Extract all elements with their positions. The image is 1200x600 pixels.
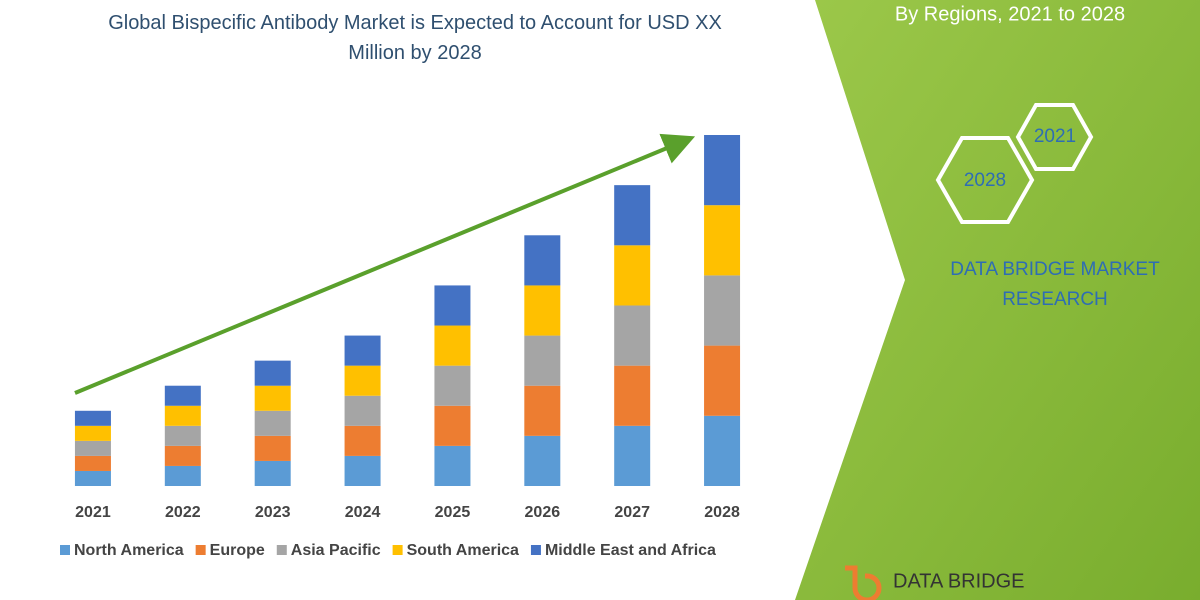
bar-segment: [344, 455, 381, 486]
legend-label: Middle East and Africa: [545, 542, 716, 559]
legend-label: South America: [407, 542, 519, 559]
hexagon: [935, 136, 1035, 224]
bar-segment: [74, 425, 111, 441]
bar-segment: [614, 245, 651, 306]
bar-segment: [164, 465, 201, 486]
bar-segment: [434, 365, 471, 406]
x-tick-label: 2025: [435, 504, 471, 521]
bar-segment: [704, 345, 741, 416]
x-tick-label: 2026: [525, 504, 561, 521]
legend-label: North America: [74, 542, 184, 559]
x-tick-label: 2028: [704, 504, 740, 521]
bar-segment: [704, 135, 741, 206]
bar-segment: [704, 205, 741, 276]
legend-label: Europe: [210, 542, 265, 559]
legend-swatch: [195, 545, 206, 555]
bar-segment: [704, 275, 741, 346]
legend-label: Asia Pacific: [291, 542, 381, 559]
logo-text: DATA BRIDGE: [893, 570, 1025, 592]
bar-segment: [254, 460, 291, 486]
x-tick-label: 2021: [75, 504, 111, 521]
bar-segment: [614, 425, 651, 486]
bar-segment: [344, 335, 381, 366]
hexagon: [1015, 103, 1094, 171]
bar-segment: [524, 235, 561, 286]
trend-arrow: [74, 133, 696, 395]
bar-segment: [524, 435, 561, 486]
x-tick-label: 2022: [165, 504, 201, 521]
legend-swatch: [392, 545, 403, 555]
x-tick-label: 2024: [345, 504, 381, 521]
bar-segment: [74, 410, 111, 426]
bar-segment: [344, 395, 381, 426]
bar-segment: [164, 425, 201, 446]
bar-segment: [524, 285, 561, 336]
x-tick-label: 2027: [614, 504, 650, 521]
bar-segment: [74, 470, 111, 486]
brand-text: DATA BRIDGE MARKET RESEARCH: [950, 259, 1160, 310]
legend-swatch: [60, 545, 70, 555]
hexagon-label: 2028: [964, 170, 1006, 191]
x-tick-label: 2023: [255, 504, 291, 521]
bar-segment: [164, 405, 201, 426]
bar-segment: [164, 385, 201, 406]
bar-segment: [524, 335, 561, 386]
bar-segment: [434, 445, 471, 486]
bar-segment: [704, 415, 741, 486]
chart-title: Global Bispecific Antibody Market is Exp…: [108, 12, 722, 64]
bar-segment: [434, 405, 471, 446]
bar-segment: [254, 385, 291, 411]
bar-segment: [614, 185, 651, 246]
legend-swatch: [530, 545, 541, 555]
bar-segment: [344, 365, 381, 396]
bar-segment: [614, 365, 651, 426]
bar-segment: [344, 425, 381, 456]
bar-segment: [524, 385, 561, 436]
bar-segment: [74, 440, 111, 456]
bar-segment: [434, 285, 471, 326]
bar-segment: [164, 445, 201, 466]
green-panel: [795, 0, 1200, 600]
logo-icon: [845, 565, 882, 600]
bar-segment: [254, 360, 291, 386]
bar-segment: [74, 455, 111, 471]
subtitle: By Regions, 2021 to 2028: [895, 3, 1125, 25]
bar-segment: [254, 410, 291, 436]
bar-segment: [434, 325, 471, 366]
hexagon-label: 2021: [1034, 126, 1076, 147]
legend-swatch: [276, 545, 287, 555]
bar-segment: [614, 305, 651, 366]
bar-segment: [254, 435, 291, 461]
